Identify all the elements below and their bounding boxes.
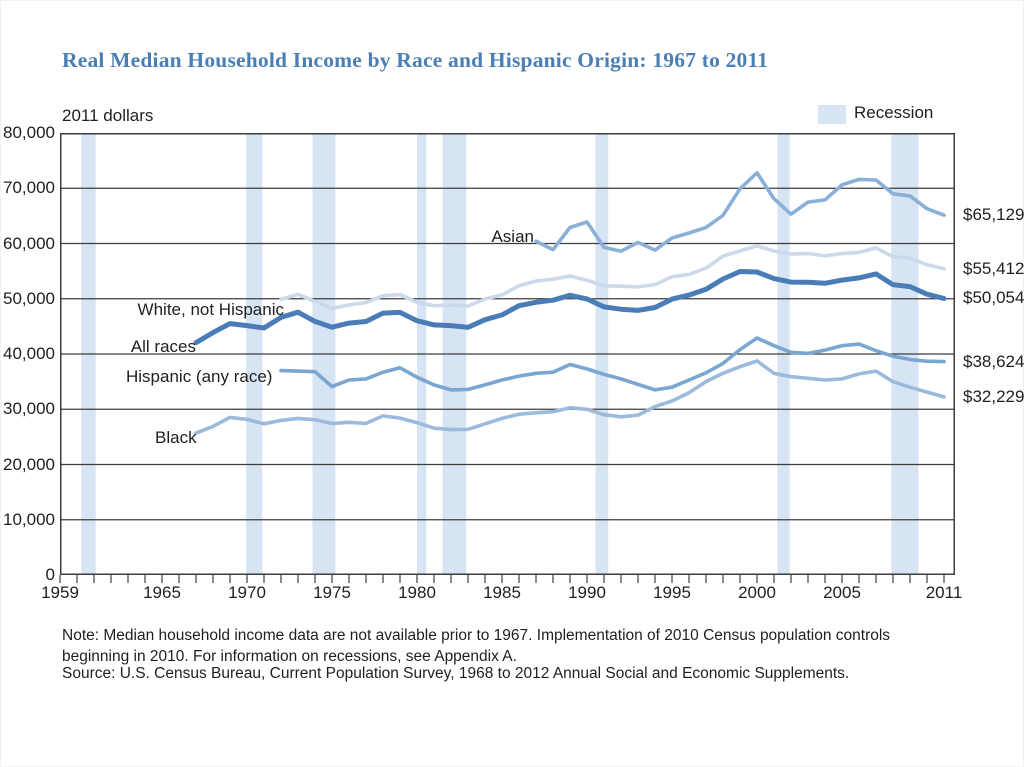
end-value-label: $38,624	[963, 351, 1024, 371]
x-axis-tick-label: 1965	[143, 583, 181, 602]
x-axis-tick-label: 2000	[738, 583, 776, 602]
series-label-black: Black	[155, 428, 197, 447]
line-chart	[59, 133, 955, 583]
x-axis-labels: 1959 1965 1970 1975 1980 1985 1990 1995 2000 2005…	[41, 583, 962, 605]
end-value-label: $32,229	[963, 386, 1024, 406]
note-text: Note: Median household income data are n…	[62, 627, 891, 666]
x-axis-tick-label: 1970	[228, 583, 266, 602]
y-axis-tick-label: 0	[45, 565, 55, 584]
x-axis-tick-label: 1975	[313, 583, 351, 602]
end-value-label: $50,054	[963, 288, 1024, 308]
series-label-asian: Asian	[491, 227, 534, 246]
series-end-value-labels: $65,129 $55,412 $50,054 $38,624 $32,229	[963, 133, 1024, 575]
series-line-asian	[534, 170, 946, 253]
y-axis-tick-label: 50,000	[3, 288, 55, 308]
y-axis-tick-label: 20,000	[3, 454, 55, 474]
series-line-black	[194, 359, 946, 435]
x-axis-tick-label: 2005	[823, 583, 861, 602]
plot-border	[60, 133, 955, 575]
y-axis-tick-label: 80,000	[3, 123, 55, 142]
series-line-all-races	[193, 269, 947, 346]
end-value-label: $55,412	[963, 258, 1024, 278]
y-axis-tick-label: 10,000	[3, 509, 55, 529]
y-axis-labels: 80,000 70,000 60,000 50,000 40,000 30,000 20,0…	[0, 123, 55, 584]
series-line-white-not-hispanic	[279, 244, 946, 311]
y-axis-units-label: 2011 dollars	[62, 106, 154, 125]
x-axis-tick-label: 2011	[925, 583, 963, 602]
recession-swatch-icon	[818, 105, 846, 124]
y-axis-tick-label: 30,000	[3, 399, 55, 419]
x-axis-tick-label: 1995	[653, 583, 691, 602]
x-axis-tick-label: 1959	[41, 583, 79, 602]
y-axis-tick-label: 60,000	[3, 233, 55, 253]
source-text: Source: U.S. Census Bureau, Current Popu…	[62, 665, 850, 682]
plot-area: Asian White, not Hispanic All races Hispani…	[59, 133, 955, 583]
legend-label: Recession	[854, 103, 934, 122]
end-value-label: $65,129	[963, 205, 1024, 225]
series-line-hispanic-any-race-	[279, 336, 946, 392]
x-axis-tick-label: 1985	[483, 583, 521, 602]
x-axis-tick-label: 1990	[568, 583, 606, 602]
chart-title: Real Median Household Income by Race and…	[62, 48, 769, 72]
y-axis-tick-label: 70,000	[3, 178, 55, 198]
series-label-hispanic-any-race-: Hispanic (any race)	[126, 367, 273, 386]
x-axis-tick-label: 1980	[398, 583, 436, 602]
series-label-all-races: All races	[130, 337, 196, 356]
y-axis-tick-label: 40,000	[3, 344, 55, 363]
series-label-white-not-hispanic: White, not Hispanic	[137, 300, 284, 319]
